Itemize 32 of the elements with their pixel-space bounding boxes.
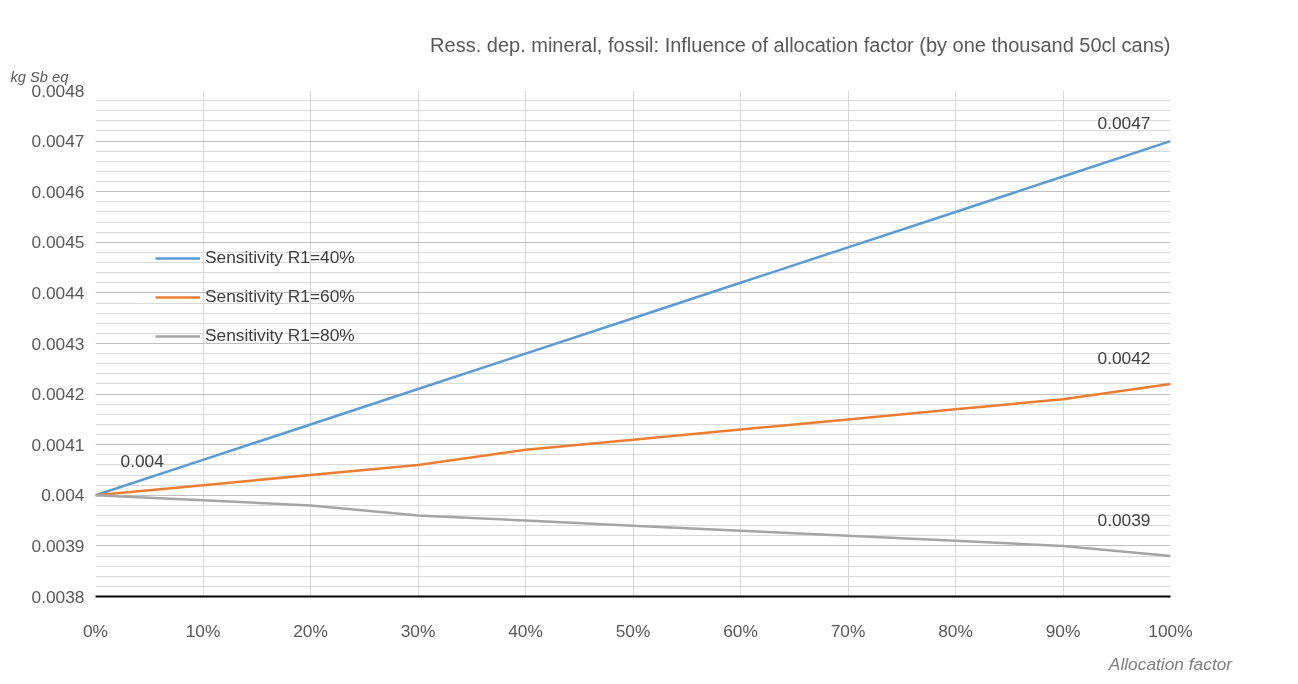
data-label: 0.004 [120, 451, 165, 472]
y-tick-label: 0.0044 [31, 282, 85, 303]
chart-title: Ress. dep. mineral, fossil: Influence of allocation factor (by one thousand 50cl cans) [430, 33, 1171, 56]
x-axis-title: Allocation factor [1107, 653, 1234, 674]
y-tick-label: 0.0046 [31, 181, 85, 202]
legend-label: Sensitivity R1=40% [205, 247, 355, 268]
x-tick-label: 90% [1045, 620, 1081, 641]
x-tick-label: 80% [938, 620, 973, 641]
x-tick-label: 70% [830, 620, 866, 641]
data-label: 0.0039 [1097, 510, 1151, 531]
x-tick-label: 0% [82, 620, 109, 641]
y-tick-label: 0.0045 [31, 232, 85, 253]
y-tick-label: 0.0041 [31, 434, 85, 455]
x-tick-label: 40% [508, 620, 543, 641]
y-tick-label: 0.0047 [31, 131, 85, 152]
y-tick-label: 0.0043 [31, 333, 85, 354]
x-tick-label: 100% [1148, 620, 1193, 641]
legend-label: Sensitivity R1=80% [205, 325, 355, 346]
y-tick-label: 0.0038 [31, 586, 85, 607]
y-tick-label: 0.0042 [31, 384, 85, 405]
line-series [95, 494, 1171, 558]
y-tick-label: 0.004 [41, 485, 85, 506]
x-tick-label: 50% [615, 620, 651, 641]
data-label: 0.0047 [1097, 113, 1151, 134]
x-tick-label: 20% [293, 620, 328, 641]
x-tick-label: 10% [185, 620, 221, 641]
line-series [95, 139, 1171, 497]
y-tick-label: 0.0039 [31, 535, 85, 556]
legend-label: Sensitivity R1=60% [205, 286, 355, 307]
x-tick-label: 60% [723, 620, 758, 641]
data-label: 0.0042 [1097, 347, 1151, 368]
x-tick-label: 30% [400, 620, 436, 641]
